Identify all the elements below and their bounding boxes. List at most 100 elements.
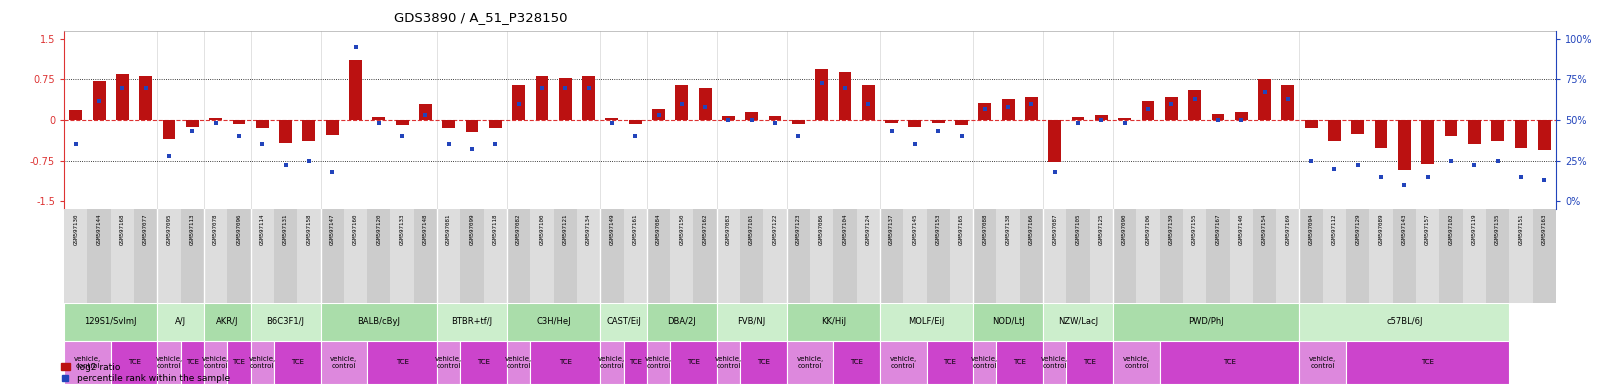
Bar (1253, 209, 1277, 303)
Text: TCE: TCE (233, 359, 245, 365)
Bar (396, 120, 409, 126)
Bar (974, 303, 1043, 341)
Bar (786, 209, 810, 303)
Text: c57BL/6J: c57BL/6J (1386, 318, 1423, 326)
Bar (1136, 209, 1160, 303)
Bar (857, 209, 881, 303)
Text: GSM597129: GSM597129 (1355, 213, 1360, 245)
Bar (204, 209, 228, 303)
Bar (978, 103, 991, 120)
Text: GSM597167: GSM597167 (1216, 213, 1221, 245)
Bar (1485, 209, 1509, 303)
Bar (343, 209, 367, 303)
Bar (1328, 120, 1341, 141)
Text: C3H/HeJ: C3H/HeJ (536, 318, 571, 326)
Bar (815, 69, 828, 120)
Bar (64, 341, 111, 384)
Bar (1532, 209, 1556, 303)
Bar (536, 76, 549, 120)
Bar (484, 209, 507, 303)
Text: GSM597099: GSM597099 (470, 213, 475, 245)
Bar (115, 74, 128, 120)
Bar (157, 209, 181, 303)
Text: GSM597150: GSM597150 (680, 213, 685, 245)
Text: vehicle,
control: vehicle, control (249, 356, 276, 369)
Bar (274, 209, 297, 303)
Text: DBA/2J: DBA/2J (667, 318, 696, 326)
Bar (1211, 114, 1224, 120)
Text: NOD/LtJ: NOD/LtJ (991, 318, 1025, 326)
Text: NZW/LacJ: NZW/LacJ (1059, 318, 1099, 326)
Bar (321, 209, 343, 303)
Bar (646, 303, 717, 341)
Text: GSM597090: GSM597090 (1123, 213, 1128, 245)
Text: GSM597158: GSM597158 (306, 213, 311, 245)
Bar (135, 209, 157, 303)
Text: GSM597153: GSM597153 (935, 213, 940, 245)
Bar (1258, 79, 1270, 120)
Bar (834, 209, 857, 303)
Text: GSM597162: GSM597162 (703, 213, 707, 245)
Bar (670, 341, 717, 384)
Text: GSM597082: GSM597082 (516, 213, 521, 245)
Text: FVB/NJ: FVB/NJ (738, 318, 765, 326)
Bar (507, 341, 531, 384)
Text: GSM597081: GSM597081 (446, 213, 451, 245)
Bar (996, 341, 1043, 384)
Text: GSM597140: GSM597140 (1238, 213, 1243, 245)
Text: GSM597161: GSM597161 (632, 213, 638, 245)
Bar (350, 61, 363, 120)
Bar (1165, 97, 1177, 120)
Text: GDS3890 / A_51_P328150: GDS3890 / A_51_P328150 (395, 11, 568, 24)
Bar (140, 76, 152, 120)
Text: GSM597151: GSM597151 (1519, 213, 1524, 245)
Bar (507, 209, 531, 303)
Text: BALB/cByJ: BALB/cByJ (358, 318, 401, 326)
Bar (717, 303, 786, 341)
Bar (279, 120, 292, 143)
Bar (367, 209, 390, 303)
Bar (1043, 341, 1067, 384)
Text: GSM597105: GSM597105 (1076, 213, 1081, 245)
Text: GSM597112: GSM597112 (1331, 213, 1338, 245)
Bar (739, 209, 764, 303)
Text: GSM597154: GSM597154 (1262, 213, 1267, 245)
Bar (233, 120, 245, 124)
Text: GSM597100: GSM597100 (539, 213, 544, 245)
Bar (297, 209, 321, 303)
Bar (577, 209, 600, 303)
Text: GSM597104: GSM597104 (842, 213, 847, 245)
Text: AKR/J: AKR/J (217, 318, 239, 326)
Bar (228, 209, 250, 303)
Bar (1043, 303, 1113, 341)
Bar (157, 303, 204, 341)
Text: B6C3F1/J: B6C3F1/J (266, 318, 305, 326)
Bar (250, 341, 274, 384)
Text: TCE: TCE (396, 359, 409, 365)
Text: GSM597124: GSM597124 (866, 213, 871, 245)
Bar (746, 112, 759, 120)
Bar (303, 120, 316, 141)
Bar (64, 303, 157, 341)
Text: vehicle,
control: vehicle, control (1309, 356, 1336, 369)
Bar (1439, 209, 1463, 303)
Text: GSM597165: GSM597165 (959, 213, 964, 245)
Legend: log2 ratio, percentile rank within the sample: log2 ratio, percentile rank within the s… (61, 362, 229, 383)
Text: TCE: TCE (558, 359, 571, 365)
Text: A/J: A/J (175, 318, 186, 326)
Bar (932, 120, 945, 123)
Bar (600, 341, 624, 384)
Bar (675, 85, 688, 120)
Bar (624, 209, 646, 303)
Bar (436, 209, 460, 303)
Bar (321, 303, 436, 341)
Text: GSM597078: GSM597078 (213, 213, 218, 245)
Bar (460, 341, 507, 384)
Bar (881, 209, 903, 303)
Text: vehicle,
control: vehicle, control (74, 356, 101, 369)
Text: GSM597120: GSM597120 (377, 213, 382, 245)
Text: GSM597118: GSM597118 (492, 213, 497, 245)
Bar (1304, 120, 1317, 128)
Bar (768, 116, 781, 120)
Bar (1375, 120, 1387, 148)
